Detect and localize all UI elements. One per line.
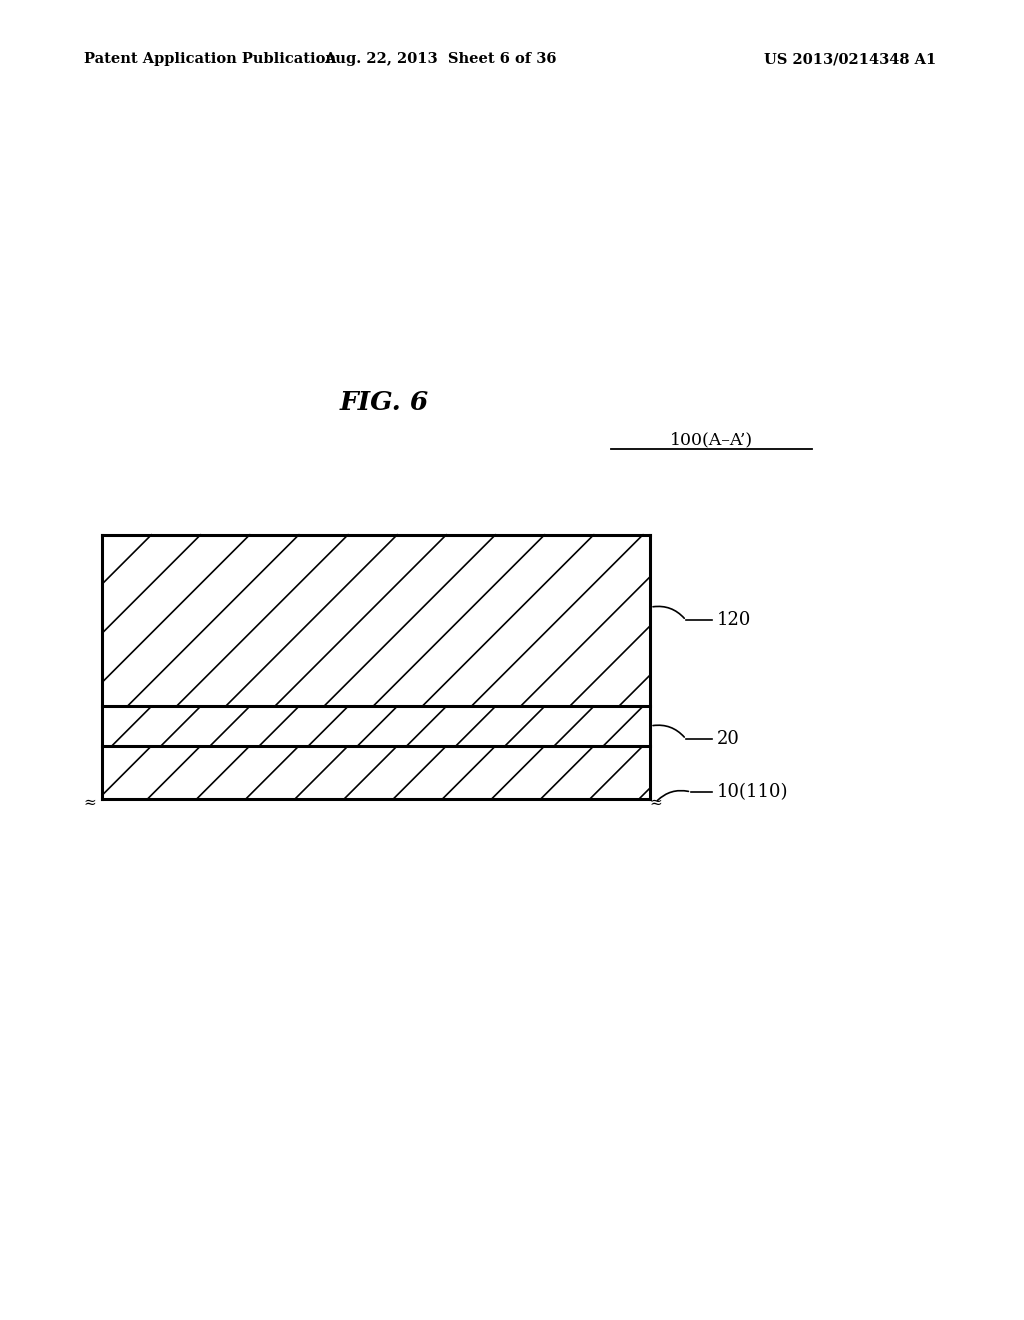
Bar xyxy=(102,746,650,799)
Bar xyxy=(102,535,650,706)
Text: FIG. 6: FIG. 6 xyxy=(339,391,429,414)
Text: 20: 20 xyxy=(717,730,739,748)
Text: 100(A–A’): 100(A–A’) xyxy=(670,432,754,449)
Text: 120: 120 xyxy=(717,611,752,630)
Text: Aug. 22, 2013  Sheet 6 of 36: Aug. 22, 2013 Sheet 6 of 36 xyxy=(324,53,557,66)
Text: Patent Application Publication: Patent Application Publication xyxy=(84,53,336,66)
Bar xyxy=(102,706,650,746)
Text: ≈: ≈ xyxy=(649,796,662,809)
Text: ≈: ≈ xyxy=(84,796,96,809)
Text: US 2013/0214348 A1: US 2013/0214348 A1 xyxy=(764,53,936,66)
Text: 10(110): 10(110) xyxy=(717,783,788,801)
